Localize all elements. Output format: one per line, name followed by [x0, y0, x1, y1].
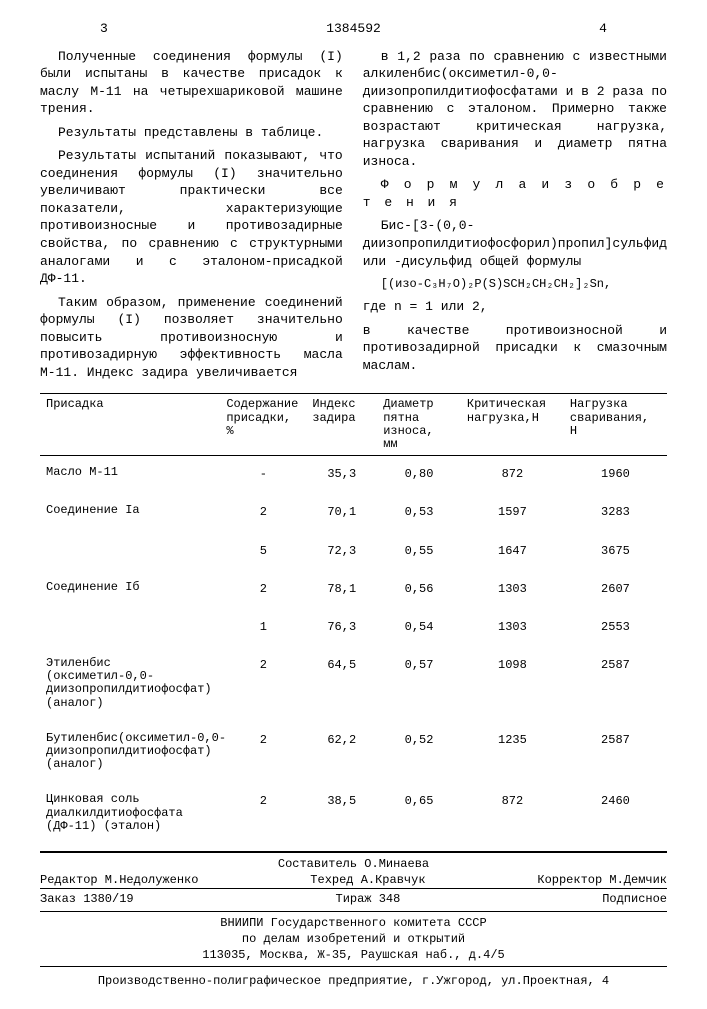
table-body: Масло М-11-35,30,808721960Соединение Iа2…	[40, 456, 667, 852]
left-p2: Результаты представлены в таблице.	[40, 124, 343, 142]
table-cell: 70,1	[306, 500, 377, 524]
table-cell: 872	[461, 789, 564, 837]
page-header: 3 1384592 4	[40, 20, 667, 38]
table-cell: Масло М-11	[40, 456, 220, 487]
table-row: 572,30,5516473675	[40, 539, 667, 563]
table-cell: 1960	[564, 456, 667, 487]
table-cell: 0,53	[377, 500, 461, 524]
pub-l2: по делам изобретений и открытий	[40, 931, 667, 947]
left-p4: Таким образом, применение соединений фор…	[40, 294, 343, 382]
right-p3: где n = 1 или 2,	[363, 298, 667, 316]
table-cell: 64,5	[306, 653, 377, 714]
table-cell: 2460	[564, 789, 667, 837]
table-cell: 3675	[564, 539, 667, 563]
col-4: Критическая нагрузка,Н	[461, 394, 564, 456]
table-cell: 1098	[461, 653, 564, 714]
body-columns: Полученные соединения формулы (I) были и…	[40, 48, 667, 388]
table-row: Бутиленбис(оксиметил-0,0-диизопропилдити…	[40, 728, 667, 776]
page-right: 4	[599, 20, 607, 38]
table-cell: 0,52	[377, 728, 461, 776]
table-cell: 2	[220, 500, 306, 524]
publisher-info: ВНИИПИ Государственного комитета СССР по…	[40, 912, 667, 968]
sub: Подписное	[602, 891, 667, 907]
table-cell: Соединение Iб	[40, 577, 220, 601]
table-cell: 872	[461, 456, 564, 487]
order: Заказ 1380/19	[40, 891, 134, 907]
table-cell: 1	[220, 615, 306, 639]
table-cell: 38,5	[306, 789, 377, 837]
page-left: 3	[100, 20, 108, 38]
table-cell: 0,55	[377, 539, 461, 563]
table-cell: 0,56	[377, 577, 461, 601]
tirage: Тираж 348	[336, 891, 401, 907]
right-column: в 1,2 раза по сравнению с известными алк…	[363, 48, 667, 388]
table-cell: 1235	[461, 728, 564, 776]
table-cell: Бутиленбис(оксиметил-0,0-диизопропилдити…	[40, 728, 220, 776]
table-cell: 2	[220, 577, 306, 601]
table-head: Присадка Содержание присадки, % Индекс з…	[40, 394, 667, 456]
table-cell: Цинковая соль диалкилдитиофосфата (ДФ-11…	[40, 789, 220, 837]
left-p3: Результаты испытаний показывают, что сое…	[40, 147, 343, 287]
pub-l3: 113035, Москва, Ж-35, Раушская наб., д.4…	[40, 947, 667, 963]
table-row: Соединение Iб278,10,5613032607	[40, 577, 667, 601]
right-p4: в качестве противоизносной и противозади…	[363, 322, 667, 375]
table-cell: 0,54	[377, 615, 461, 639]
col-5: Нагрузка сваривания, Н	[564, 394, 667, 456]
table-cell: 2	[220, 789, 306, 837]
table-cell: 35,3	[306, 456, 377, 487]
col-1: Содержание присадки, %	[220, 394, 306, 456]
table-cell: -	[220, 456, 306, 487]
col-2: Индекс задира	[306, 394, 377, 456]
table-cell: 2587	[564, 653, 667, 714]
table-row: Соединение Iа270,10,5315973283	[40, 500, 667, 524]
data-table: Присадка Содержание присадки, % Индекс з…	[40, 393, 667, 852]
table-cell: 0,57	[377, 653, 461, 714]
table-cell: 5	[220, 539, 306, 563]
table-cell: 72,3	[306, 539, 377, 563]
table-cell: 62,2	[306, 728, 377, 776]
right-p2: Бис-[3-(0,0-диизопропилдитиофосфорил)про…	[363, 217, 667, 270]
editor: Редактор М.Недолуженко	[40, 872, 198, 888]
table-cell: Соединение Iа	[40, 500, 220, 524]
credits-block: Составитель О.Минаева Редактор М.Недолуж…	[40, 852, 667, 912]
left-p2-text: Результаты представлены в таблице.	[58, 125, 323, 140]
table-cell: 0,80	[377, 456, 461, 487]
table-cell: 0,65	[377, 789, 461, 837]
table-cell: 76,3	[306, 615, 377, 639]
table-cell: 3283	[564, 500, 667, 524]
compiler: Составитель О.Минаева	[278, 856, 429, 872]
table-cell: 2607	[564, 577, 667, 601]
formula-title: Ф о р м у л а и з о б р е т е н и я	[363, 176, 667, 211]
table-cell: 78,1	[306, 577, 377, 601]
doc-number: 1384592	[326, 20, 381, 38]
left-column: Полученные соединения формулы (I) были и…	[40, 48, 343, 388]
table-row: 176,30,5413032553	[40, 615, 667, 639]
table-cell: 1597	[461, 500, 564, 524]
left-p1: Полученные соединения формулы (I) были и…	[40, 48, 343, 118]
right-p1: в 1,2 раза по сравнению с известными алк…	[363, 48, 667, 171]
table-row: Масло М-11-35,30,808721960	[40, 456, 667, 487]
chem-formula: [(изо-C₃H₇O)₂P(S)SCH₂CH₂CH₂]₂Sn,	[363, 276, 667, 292]
table-cell: 2	[220, 728, 306, 776]
techred: Техред А.Кравчук	[310, 872, 425, 888]
table-row: Цинковая соль диалкилдитиофосфата (ДФ-11…	[40, 789, 667, 837]
table-cell: 1303	[461, 615, 564, 639]
table-cell: 2553	[564, 615, 667, 639]
table-cell: 2587	[564, 728, 667, 776]
footer: Производственно-полиграфическое предприя…	[40, 967, 667, 989]
pub-l1: ВНИИПИ Государственного комитета СССР	[40, 915, 667, 931]
table-cell: 1303	[461, 577, 564, 601]
corrector: Корректор М.Демчик	[537, 872, 667, 888]
col-3: Диаметр пятна износа, мм	[377, 394, 461, 456]
table-cell	[40, 539, 220, 563]
table-cell: 2	[220, 653, 306, 714]
col-0: Присадка	[40, 394, 220, 456]
table-cell: 1647	[461, 539, 564, 563]
table-cell: Этиленбис (оксиметил-0,0-диизопропилдити…	[40, 653, 220, 714]
table-cell	[40, 615, 220, 639]
table-row: Этиленбис (оксиметил-0,0-диизопропилдити…	[40, 653, 667, 714]
